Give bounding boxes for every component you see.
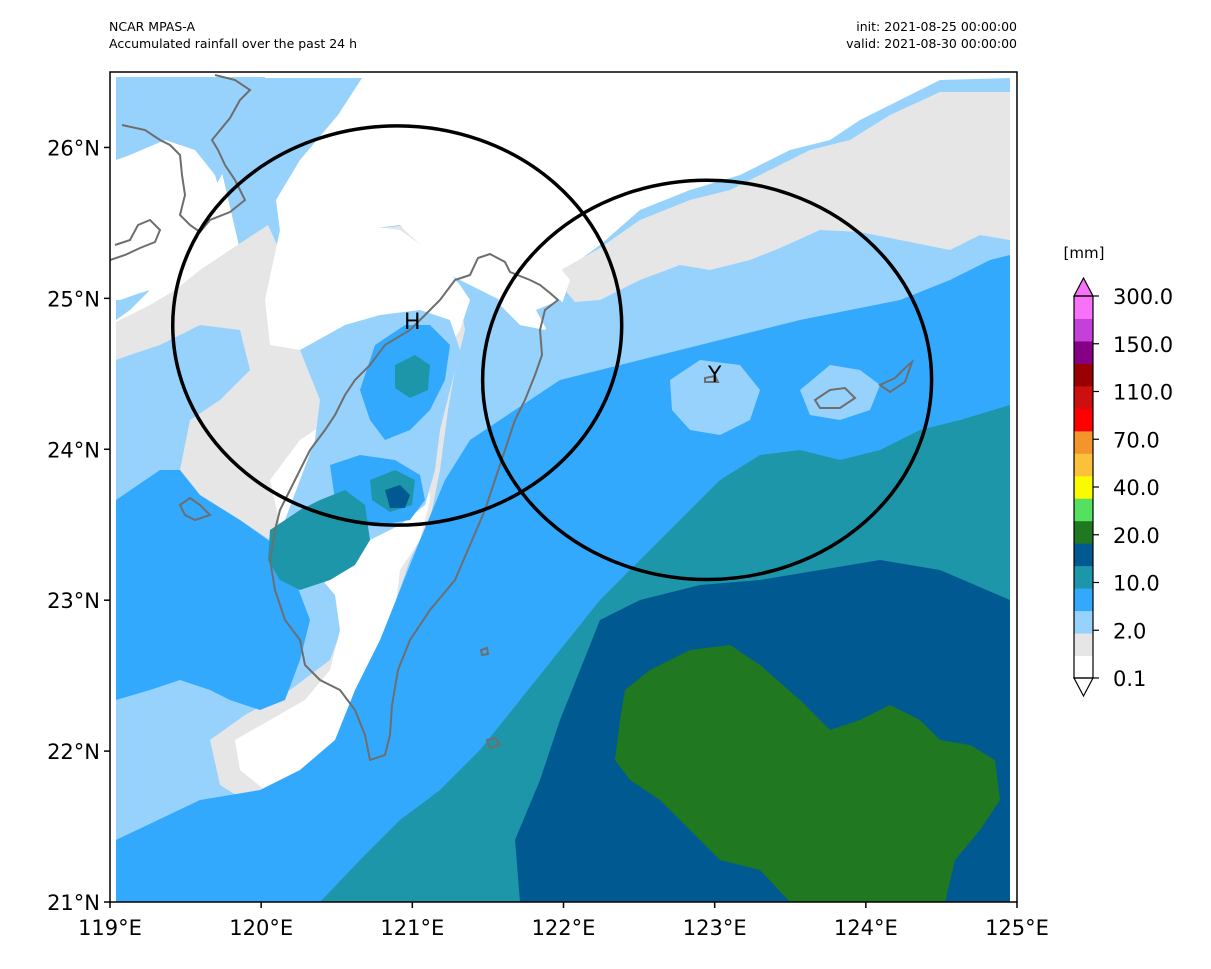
time-block: init: 2021-08-25 00:00:00 valid: 2021-08… <box>700 18 1017 52</box>
iriomote-island <box>813 386 857 409</box>
colorbar-swatch <box>1074 453 1093 477</box>
lon-tick-label: 122°E <box>532 916 596 940</box>
lon-tick-label: 120°E <box>229 916 293 940</box>
mainland-coast-west <box>110 218 162 261</box>
lon-tick-label: 125°E <box>985 916 1049 940</box>
colorbar-tick-label: 150.0 <box>1113 333 1173 357</box>
title-block: NCAR MPAS-A Accumulated rainfall over th… <box>109 18 357 52</box>
colorbar-extend-max <box>1073 276 1094 297</box>
taiwan-coastline <box>268 252 560 762</box>
lon-tick-label: 123°E <box>683 916 747 940</box>
valid-time: valid: 2021-08-30 00:00:00 <box>846 36 1017 51</box>
lon-tick-label: 119°E <box>78 916 142 940</box>
mainland-coastline <box>121 74 252 234</box>
lat-tick-label: 25°N <box>47 287 100 311</box>
colorbar-unit: [mm] <box>1064 244 1105 262</box>
colorbar-tick-label: 40.0 <box>1113 476 1160 500</box>
lat-tick-label: 24°N <box>47 438 100 462</box>
lat-tick-label: 26°N <box>47 136 100 160</box>
colorbar-swatch <box>1074 340 1093 364</box>
init-time: init: 2021-08-25 00:00:00 <box>856 19 1017 34</box>
colorbar-tick-label: 20.0 <box>1113 524 1160 548</box>
colorbar-swatch <box>1074 520 1093 544</box>
colorbar: [mm] 0.1 2.0 10.0 20.0 40.0 70.0 110.0 150.0 300… <box>1064 244 1173 698</box>
colorbar-swatch <box>1074 588 1093 612</box>
map-panel: H Y <box>110 72 1017 902</box>
colorbar-swatch <box>1074 385 1093 409</box>
colorbar-swatch <box>1074 610 1093 634</box>
lon-tick-label: 121°E <box>380 916 444 940</box>
ishigaki-island <box>878 358 915 394</box>
coastlines <box>110 74 915 762</box>
lon-tick-label: 124°E <box>834 916 898 940</box>
colorbar-swatch <box>1074 296 1093 319</box>
lat-tick-label: 23°N <box>47 589 100 613</box>
range-circle-hualien <box>170 124 624 527</box>
station-marker-h: H <box>404 310 421 335</box>
colorbar-swatch <box>1074 655 1093 679</box>
lat-tick-label: 21°N <box>47 891 100 915</box>
colorbar-swatch <box>1074 408 1093 432</box>
rain-region-light-blue-east <box>670 360 880 435</box>
rain-region-green <box>615 645 1000 902</box>
colorbar-swatch <box>1074 565 1093 589</box>
colorbar-tick-label: 110.0 <box>1113 381 1173 405</box>
colorbar-swatch <box>1074 475 1093 499</box>
colorbar-tick-label: 2.0 <box>1113 619 1146 643</box>
colorbar-swatch <box>1074 498 1093 522</box>
lat-tick-label: 22°N <box>47 740 100 764</box>
colorbar-extend-min <box>1073 677 1094 698</box>
field-description: Accumulated rainfall over the past 24 h <box>109 36 358 51</box>
colorbar-swatch <box>1074 318 1093 342</box>
colorbar-swatch <box>1074 363 1093 387</box>
colorbar-swatch <box>1074 543 1093 567</box>
colorbar-tick-label: 0.1 <box>1113 667 1146 691</box>
colorbar-tick-label: 300.0 <box>1113 285 1173 309</box>
colorbar-swatch <box>1074 633 1093 657</box>
lanyu-island <box>485 736 502 750</box>
axis-ticks: 119°E 120°E 121°E 122°E 123°E 124°E 125°E 21°N 2… <box>47 136 1049 940</box>
green-island <box>479 646 490 657</box>
yonaguni-island <box>704 374 720 383</box>
colorbar-swatch <box>1074 430 1093 454</box>
colorbar-tick-label: 10.0 <box>1113 572 1160 596</box>
station-marker-y: Y <box>707 363 722 388</box>
range-circle-yonaguni <box>480 178 934 582</box>
colorbar-tick-label: 70.0 <box>1113 428 1160 452</box>
penghu-islands <box>178 496 212 522</box>
model-name: NCAR MPAS-A <box>109 19 196 34</box>
